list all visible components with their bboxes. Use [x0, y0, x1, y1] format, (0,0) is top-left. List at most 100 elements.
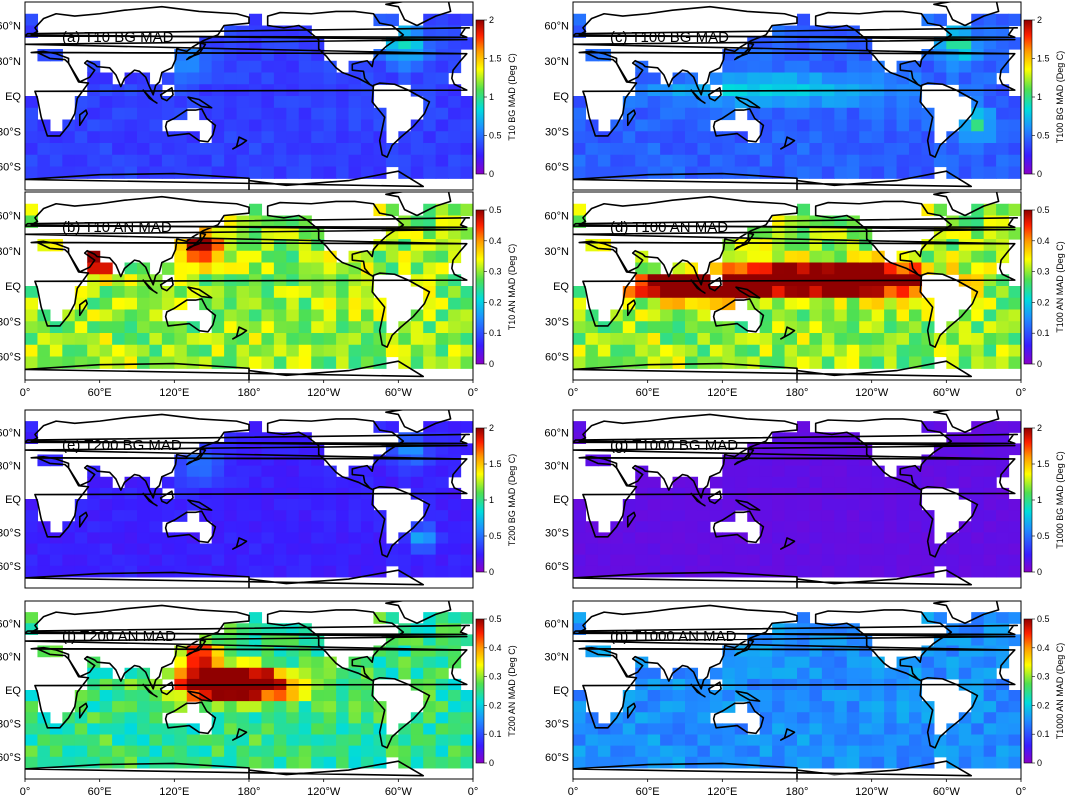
lon-tick-label: 0° [568, 387, 579, 399]
lat-tick-label: 60°S [545, 162, 569, 174]
lon-tick-label: 60°E [636, 387, 660, 399]
map-frame [24, 1, 474, 191]
map-frame [572, 1, 1022, 191]
colorbar-label: T100 BG MAD (Deg C) [1055, 51, 1065, 144]
colorbar-tick-label: 0.5 [489, 531, 502, 541]
coastlines [573, 410, 1019, 588]
lon-tick-label: 120°E [707, 387, 737, 399]
lat-tick-label: 30°N [544, 652, 569, 664]
colorbar: 0 0.1 0.2 0.3 0.4 0.5 T10 AN MAD (Deg C) [475, 205, 517, 369]
panel-title: (d) T100 AN MAD [610, 219, 728, 236]
lat-tick-label: 60°N [544, 21, 569, 33]
colorbar-tick-label: 0.5 [1037, 531, 1050, 541]
lon-tick-label: 0° [1016, 786, 1027, 798]
lat-tick-label: 60°N [0, 211, 21, 223]
colorbar-tick-label: 1 [489, 92, 494, 102]
colorbar-tick-label: 0.4 [489, 236, 502, 246]
colorbar-tick-label: 1.5 [1037, 459, 1050, 469]
colorbar: 0 0.1 0.2 0.3 0.4 0.5 T100 AN MAD (Deg C) [1023, 205, 1065, 369]
lon-tick-label: 180° [786, 786, 809, 798]
lon-tick-label: 60°E [88, 387, 112, 399]
colorbar-tick-label: 0.1 [489, 328, 502, 338]
colorbar-tick-label: 0.5 [489, 205, 502, 215]
lat-tick-label: 30°N [544, 461, 569, 473]
colorbar-tick-label: 0.5 [489, 131, 502, 141]
colorbar-tick-label: 0.2 [1037, 297, 1050, 307]
lat-tick-label: 30°N [0, 246, 21, 258]
panel-title: (h) T1000 AN MAD [610, 628, 737, 645]
colorbar-label: T10 BG MAD (Deg C) [507, 53, 517, 141]
colorbar-label: T100 AN MAD (Deg C) [1055, 241, 1065, 333]
map-panel-g: (g) T1000 BG MAD 60°N 30°N EQ 30°S 60°S 0 0.5 1 1… [544, 409, 1065, 589]
colorbar-label: T1000 BG MAD (Deg C) [1055, 451, 1065, 549]
lon-tick-label: 60°E [88, 786, 112, 798]
lon-tick-label: 120°E [159, 786, 189, 798]
panel-title: (e) T200 BG MAD [62, 437, 182, 454]
colorbar: 0 0.1 0.2 0.3 0.4 0.5 T200 AN MAD (Deg C) [475, 614, 517, 768]
lat-tick-label: EQ [5, 685, 21, 697]
panel-title: (f) T200 AN MAD [62, 628, 176, 645]
lat-tick-label: 60°S [0, 561, 21, 573]
coastlines [25, 192, 471, 380]
coastlines [25, 410, 471, 588]
colorbar-tick-label: 0.5 [1037, 614, 1050, 624]
lon-tick-label: 0° [568, 786, 579, 798]
lat-tick-label: 60°N [0, 21, 21, 33]
lat-tick-label: 30°N [0, 461, 21, 473]
colorbar-tick-label: 0.3 [1037, 267, 1050, 277]
colorbar-label: T10 AN MAD (Deg C) [507, 244, 517, 331]
lat-tick-label: 60°S [545, 352, 569, 364]
colorbar-tick-label: 2 [1037, 15, 1042, 25]
mad-grid-cells [25, 612, 473, 769]
lat-tick-label: 30°S [0, 718, 21, 730]
map-panel-a: (a) T10 BG MAD 60°N 30°N EQ 30°S 60°S 0 0.5 1 1.5… [0, 1, 517, 191]
lat-tick-label: 60°S [0, 752, 21, 764]
lat-tick-label: 60°S [545, 752, 569, 764]
coastlines [25, 2, 471, 190]
panel-title: (a) T10 BG MAD [62, 29, 174, 46]
colorbar-tick-label: 0.4 [1037, 236, 1050, 246]
map-frame [24, 409, 474, 589]
lat-tick-label: EQ [553, 281, 569, 293]
colorbar-tick-label: 0 [1037, 758, 1042, 768]
lon-tick-label: 120°E [159, 387, 189, 399]
colorbar-tick-label: 0.4 [489, 643, 502, 653]
lon-tick-label: 120°W [855, 786, 889, 798]
lon-tick-label: 120°E [707, 786, 737, 798]
map-panel-d: (d) T100 AN MAD 60°N 30°N EQ 30°S 60°S 0 0.1 0.2… [544, 191, 1065, 381]
colorbar-tick-label: 0.3 [489, 672, 502, 682]
colorbar-tick-label: 2 [489, 15, 494, 25]
colorbar-tick-label: 0.4 [1037, 643, 1050, 653]
lon-tick-label: 60°W [933, 786, 961, 798]
lat-tick-label: EQ [5, 281, 21, 293]
colorbar-tick-label: 1.5 [489, 459, 502, 469]
lat-tick-label: 30°S [545, 316, 569, 328]
colorbar-tick-label: 0 [1037, 359, 1042, 369]
lat-tick-label: 30°N [544, 56, 569, 68]
colorbar-tick-label: 0.1 [1037, 729, 1050, 739]
coastlines [25, 601, 471, 779]
colorbar-tick-label: 0 [489, 758, 494, 768]
colorbar-tick-label: 2 [489, 423, 494, 433]
lat-tick-label: EQ [5, 494, 21, 506]
lat-tick-label: EQ [553, 494, 569, 506]
colorbar: 0 0.5 1 1.5 2 T1000 BG MAD (Deg C) [1023, 423, 1065, 577]
colorbar-tick-label: 0 [489, 567, 494, 577]
colorbar-label: T200 AN MAD (Deg C) [507, 645, 517, 737]
colorbar-label: T200 BG MAD (Deg C) [507, 454, 517, 547]
colorbar-tick-label: 0.3 [489, 267, 502, 277]
lat-tick-label: EQ [5, 91, 21, 103]
colorbar: 0 0.1 0.2 0.3 0.4 0.5 T1000 AN MAD (Deg C) [1023, 614, 1065, 768]
mad-grid-cells [573, 13, 1021, 179]
colorbar-tick-label: 0.3 [1037, 672, 1050, 682]
lat-tick-label: 60°N [544, 211, 569, 223]
lon-tick-label: 60°W [933, 387, 961, 399]
map-panel-c: (c) T100 BG MAD 60°N 30°N EQ 30°S 60°S 0 0.5 1 1.… [544, 1, 1065, 191]
lat-tick-label: 30°N [0, 56, 21, 68]
colorbar-label: T1000 AN MAD (Deg C) [1055, 643, 1065, 740]
colorbar: 0 0.5 1 1.5 2 T200 BG MAD (Deg C) [475, 423, 517, 577]
lon-tick-label: 60°E [636, 786, 660, 798]
colorbar-tick-label: 1 [1037, 495, 1042, 505]
panel-title: (g) T1000 BG MAD [610, 437, 738, 454]
mad-grid-cells [25, 13, 473, 179]
